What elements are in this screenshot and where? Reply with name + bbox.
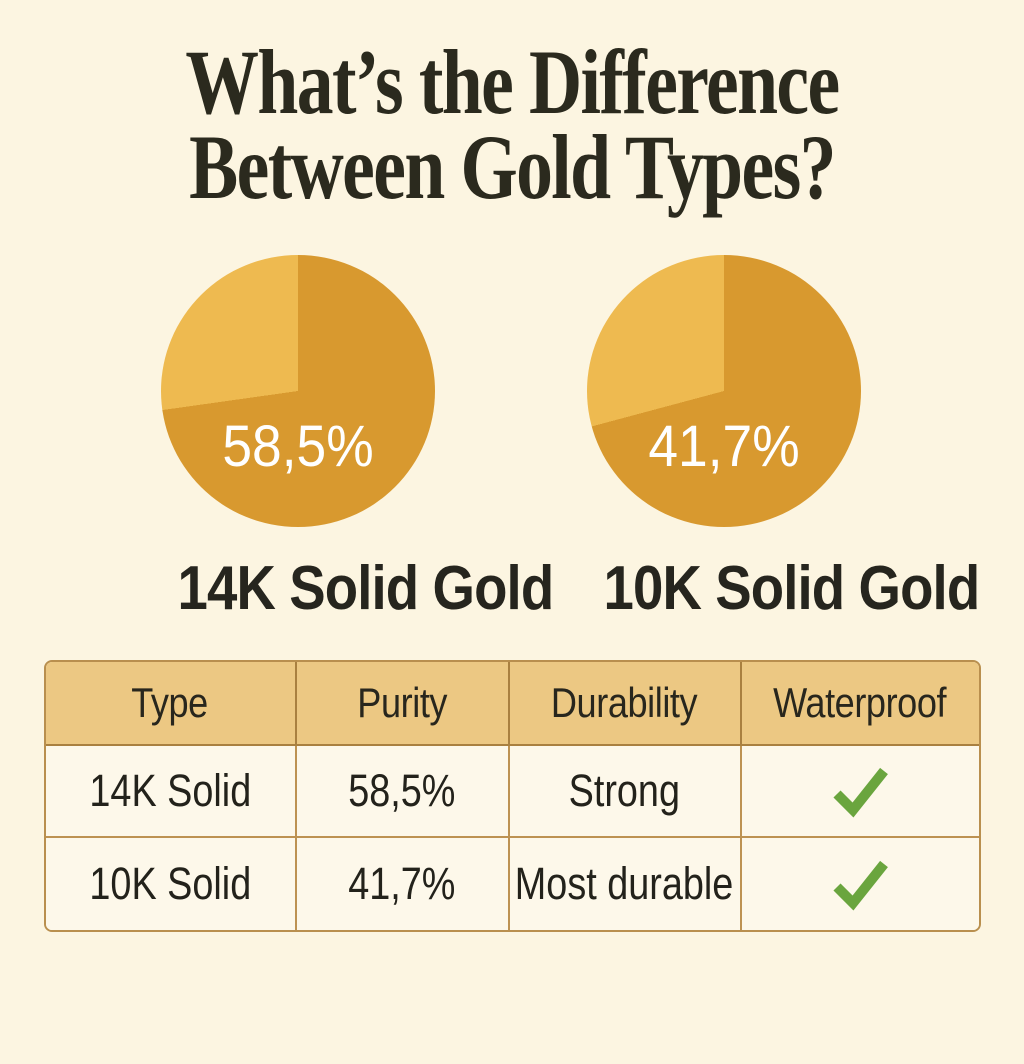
cell-row2-purity: 41,7% xyxy=(296,838,510,931)
pie-caption-14k: 14K Solid Gold xyxy=(177,554,555,624)
checkmark-icon xyxy=(833,768,888,818)
row1-purity-value: 58,5% xyxy=(348,765,456,817)
header-cell-waterproof: Waterproof xyxy=(741,662,979,747)
infographic-title: What’s the Difference Between Gold Types… xyxy=(102,31,921,218)
pie-value-label-14k: 58,5% xyxy=(222,414,374,480)
cell-row1-purity: 58,5% xyxy=(296,746,510,839)
row1-type-value: 14K Solid xyxy=(89,765,251,817)
header-label-durability: Durability xyxy=(551,679,698,727)
pie-chart-14k-gold: 58,5% xyxy=(161,255,435,528)
pie-chart-row: 58,5% 14K Solid Gold 41,7% 10K Solid Gol… xyxy=(0,255,1024,624)
checkmark-icon xyxy=(833,861,888,911)
title-line-2: Between Gold Types? xyxy=(189,115,836,218)
cell-row2-type: 10K Solid xyxy=(45,838,297,931)
cell-row2-waterproof xyxy=(741,838,979,931)
cell-row2-durability: Most durable xyxy=(509,838,742,931)
row1-durability-value: Strong xyxy=(568,765,681,817)
pie-figure-10k: 41,7% 10K Solid Gold xyxy=(587,255,981,624)
header-label-waterproof: Waterproof xyxy=(773,679,947,727)
pie-figure-14k: 58,5% 14K Solid Gold xyxy=(161,255,555,624)
row2-durability-value: Most durable xyxy=(515,858,734,910)
header-cell-purity: Purity xyxy=(296,662,510,747)
pie-value-label-10k: 41,7% xyxy=(648,414,800,480)
gold-comparison-table: Type Purity Durability Waterproof 14K So… xyxy=(43,660,981,933)
pie-caption-10k: 10K Solid Gold xyxy=(603,554,981,624)
title-line-1: What’s the Difference xyxy=(185,31,840,133)
header-cell-durability: Durability xyxy=(509,662,742,747)
header-label-purity: Purity xyxy=(357,679,447,727)
cell-row1-waterproof xyxy=(741,746,979,839)
pie-chart-10k-gold: 41,7% xyxy=(587,255,861,528)
header-cell-type: Type xyxy=(45,662,297,747)
header-label-type: Type xyxy=(131,679,209,727)
cell-row1-durability: Strong xyxy=(509,746,742,839)
row2-purity-value: 41,7% xyxy=(348,858,456,910)
row2-type-value: 10K Solid xyxy=(89,858,251,910)
cell-row1-type: 14K Solid xyxy=(45,746,297,839)
